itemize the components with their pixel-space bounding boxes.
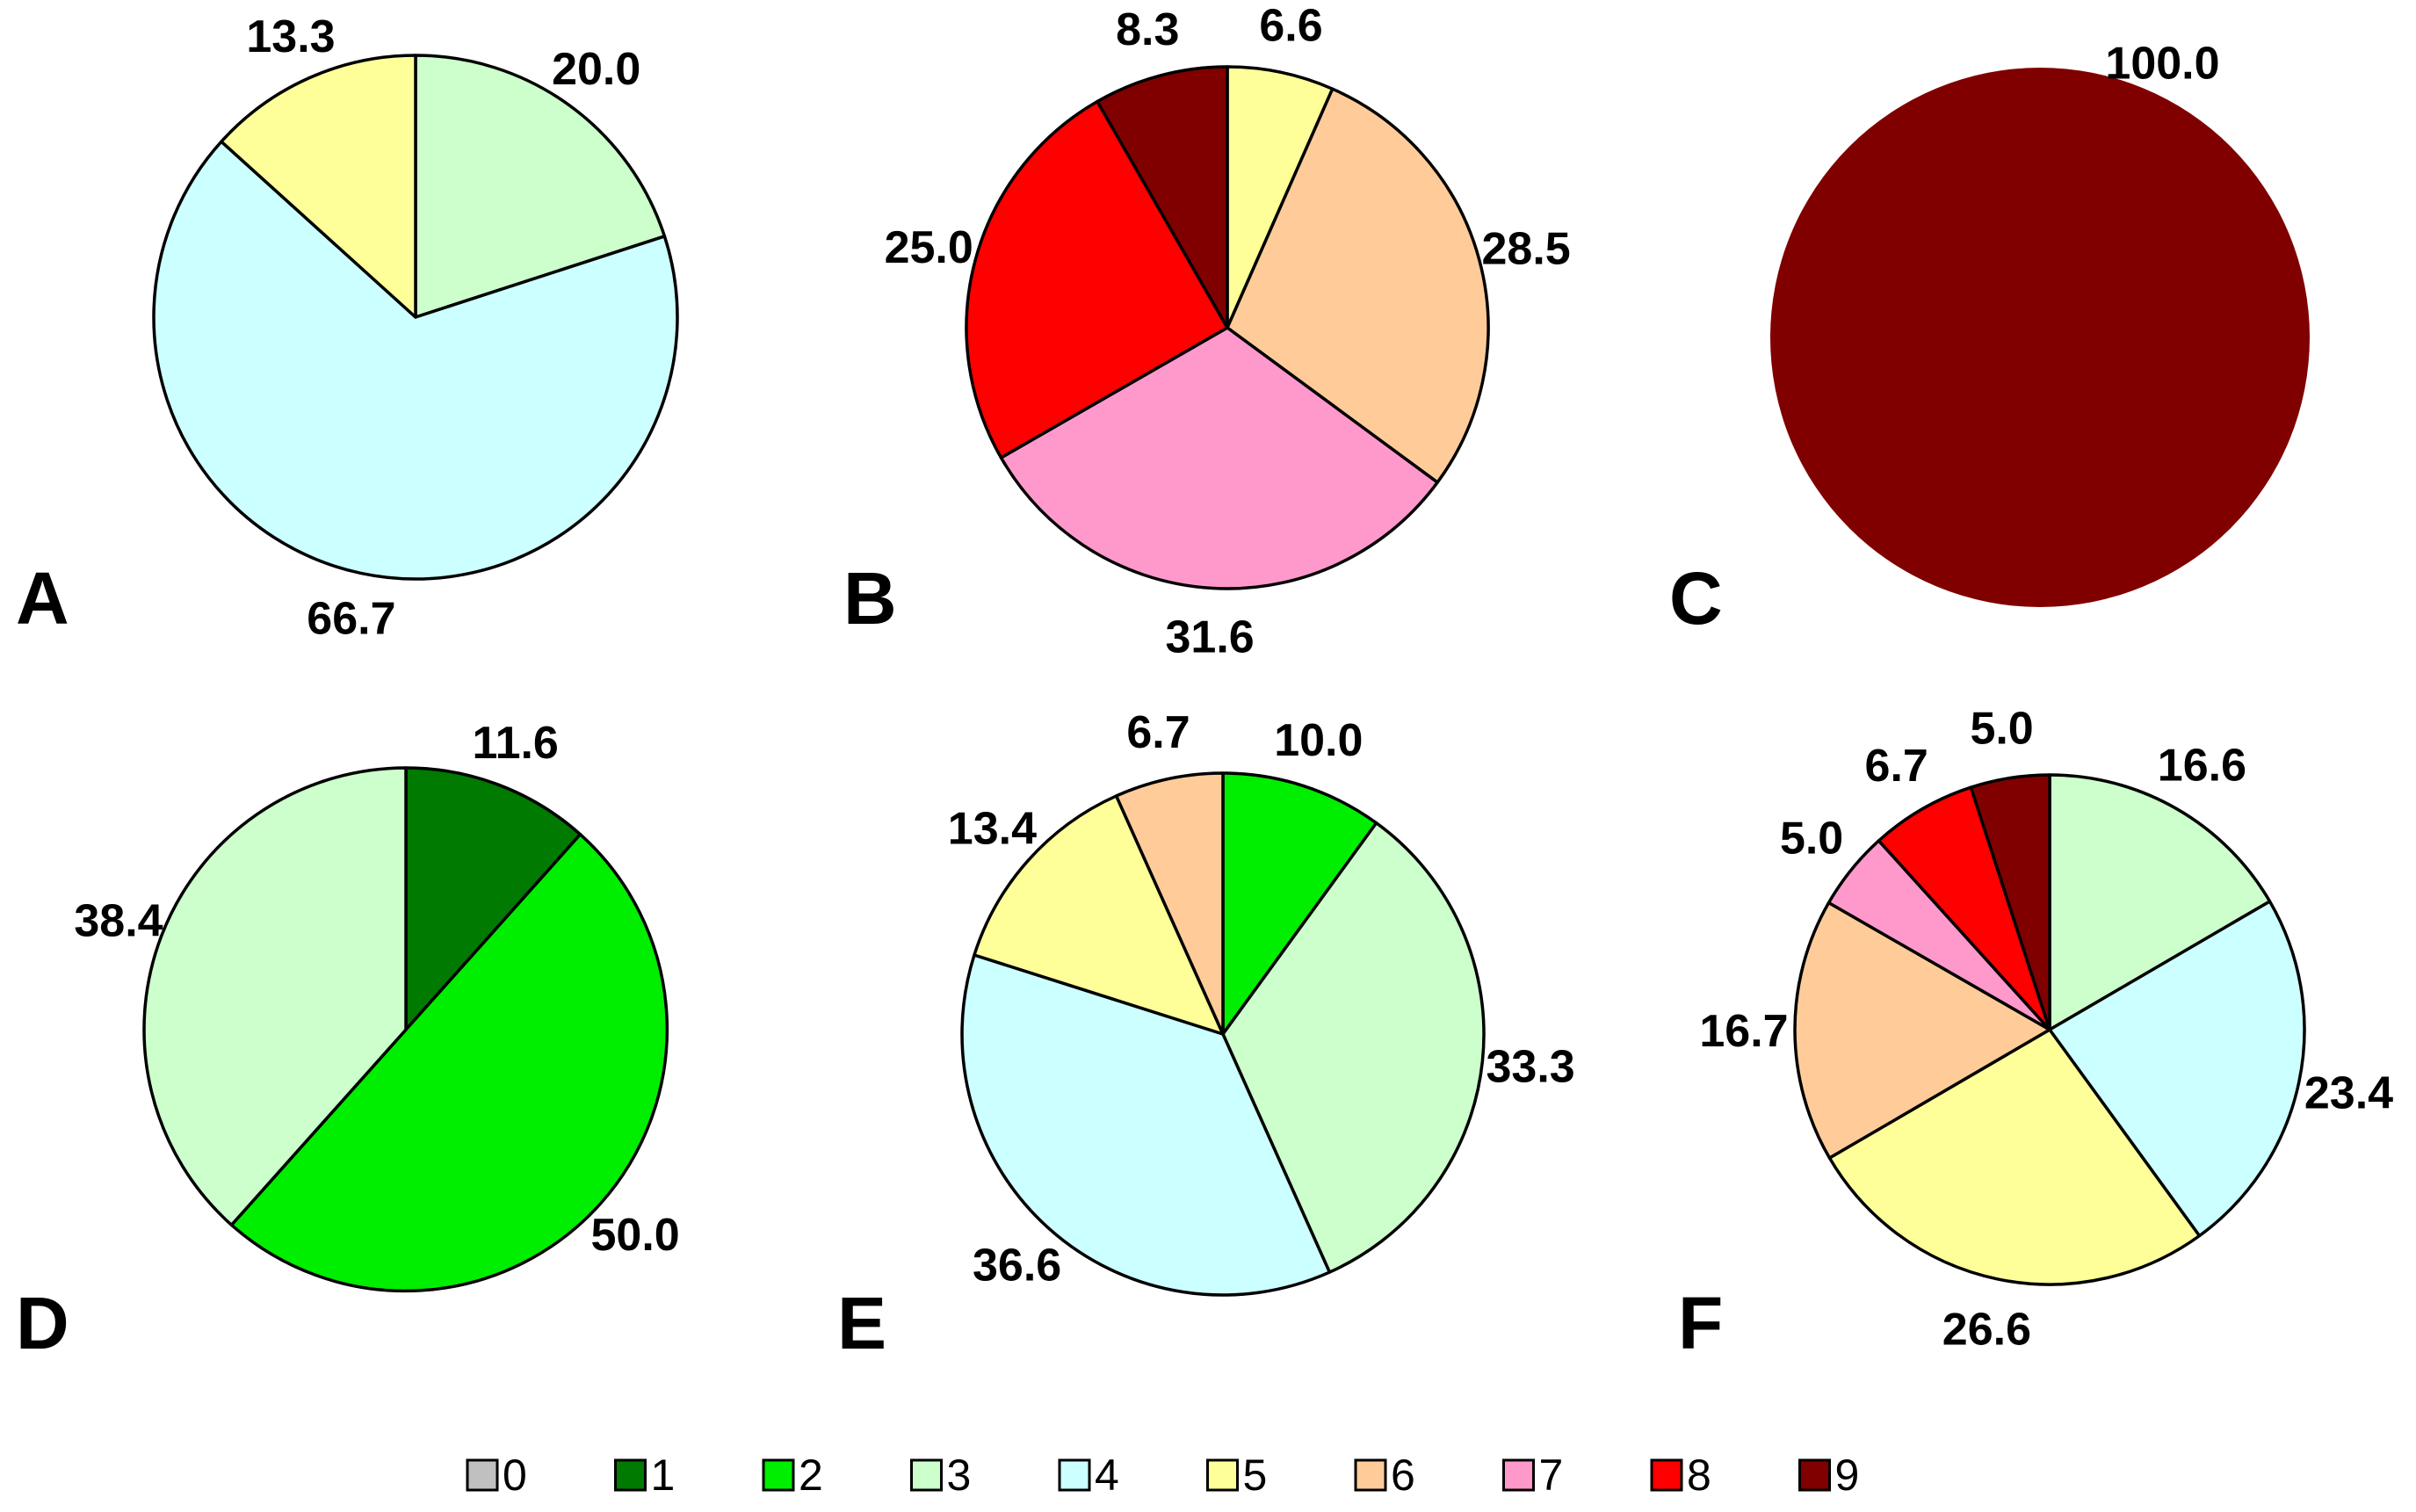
pie-slice-b-cat-8: [965, 99, 1229, 459]
value-label-f-3: 16.7: [1699, 1006, 1788, 1057]
pie-slice-f-cat-6: [1793, 901, 2051, 1160]
value-label-b-2: 31.6: [1165, 611, 1254, 662]
value-label-a-1: 66.7: [307, 593, 395, 644]
legend: 0 1 2 3 4 5 6 7 8 9: [466, 1451, 1860, 1500]
legend-swatch-3: [910, 1458, 943, 1492]
value-label-e-2: 36.6: [973, 1241, 1061, 1291]
pie-slice-e-cat-2: [1221, 771, 1378, 1036]
pie-slice-e-cat-5: [973, 794, 1225, 1036]
value-label-f-4: 5.0: [1780, 814, 1843, 865]
legend-swatch-8: [1650, 1458, 1683, 1492]
legend-label-6: 6: [1391, 1451, 1415, 1500]
legend-label-5: 5: [1243, 1451, 1268, 1500]
pie-slice-b-cat-9: [1096, 65, 1229, 329]
pie-panel-c: 100.0 C: [1669, 39, 2310, 640]
pie-slice-a-cat-5: [220, 54, 417, 319]
value-label-a-2: 13.3: [246, 11, 335, 62]
legend-swatch-7: [1502, 1458, 1535, 1492]
value-label-e-1: 33.3: [1486, 1041, 1574, 1092]
legend-swatch-2: [762, 1458, 795, 1492]
legend-label-7: 7: [1539, 1451, 1564, 1500]
legend-label-9: 9: [1835, 1451, 1860, 1500]
pie-slice-a-cat-3: [414, 54, 667, 319]
pie-panel-e: 10.0 33.3 36.6 13.4 6.7 E: [837, 707, 1575, 1364]
legend-swatch-4: [1058, 1458, 1091, 1492]
pie-slice-d-cat-3: [142, 766, 408, 1227]
pie-slice-e-cat-3: [1221, 821, 1486, 1274]
value-label-b-3: 25.0: [885, 222, 973, 273]
pie-slice-a-cat-4: [152, 140, 679, 581]
panel-letter-d: D: [16, 1282, 69, 1364]
value-label-f-6: 5.0: [1970, 703, 2033, 754]
pie-panel-b: 6.6 28.5 31.6 25.0 8.3 B: [843, 1, 1571, 663]
panel-letter-e: E: [837, 1282, 886, 1364]
pie-slice-d-cat-1: [404, 766, 582, 1031]
value-label-d-1: 50.0: [590, 1210, 679, 1261]
value-label-f-5: 6.7: [1865, 741, 1928, 792]
pie-slice-f-cat-4: [2048, 900, 2306, 1238]
pie-slice-b-cat-7: [999, 326, 1439, 590]
legend-swatch-5: [1206, 1458, 1239, 1492]
pie-slice-f-cat-3: [2048, 773, 2272, 1031]
pie-slice-c-cat-9: [1770, 68, 2310, 607]
value-label-e-4: 6.7: [1126, 707, 1190, 758]
pie-panel-a: 20.0 66.7 13.3 A: [16, 11, 679, 644]
legend-label-3: 3: [947, 1451, 972, 1500]
pie-panel-f: 16.6 23.4 26.6 16.7 5.0 6.7 5.0 F: [1678, 703, 2393, 1364]
panel-letter-c: C: [1669, 557, 1723, 640]
panel-letter-f: F: [1678, 1282, 1723, 1364]
value-label-f-1: 23.4: [2304, 1068, 2393, 1119]
value-label-d-2: 38.4: [74, 895, 163, 946]
legend-label-8: 8: [1687, 1451, 1711, 1500]
pie-panel-d: 11.6 50.0 38.4 D: [16, 718, 680, 1364]
value-label-b-0: 6.6: [1259, 1, 1322, 52]
value-label-d-0: 11.6: [473, 718, 559, 769]
value-label-e-3: 13.4: [948, 804, 1037, 855]
legend-swatch-6: [1354, 1458, 1387, 1492]
legend-label-1: 1: [651, 1451, 676, 1500]
panel-letter-a: A: [16, 557, 69, 640]
panel-letter-b: B: [843, 557, 897, 640]
pie-slice-b-cat-6: [1226, 87, 1490, 484]
value-label-c-0: 100.0: [2105, 39, 2219, 90]
value-label-b-1: 28.5: [1481, 223, 1570, 274]
value-label-f-0: 16.6: [2158, 740, 2246, 791]
legend-label-4: 4: [1095, 1451, 1119, 1500]
pie-slice-f-cat-9: [1969, 773, 2051, 1031]
pie-slice-e-cat-6: [1114, 771, 1225, 1036]
pie-slice-d-cat-2: [229, 832, 669, 1293]
pie-slice-e-cat-4: [960, 953, 1332, 1297]
value-label-f-2: 26.6: [1942, 1305, 2031, 1356]
value-label-a-0: 20.0: [552, 44, 640, 95]
legend-swatch-0: [466, 1458, 499, 1492]
value-label-e-0: 10.0: [1274, 715, 1363, 766]
legend-swatch-9: [1798, 1458, 1831, 1492]
value-label-b-4: 8.3: [1116, 4, 1179, 55]
pie-slice-f-cat-5: [1827, 1028, 2202, 1286]
pie-slice-b-cat-5: [1226, 65, 1335, 329]
legend-label-2: 2: [799, 1451, 823, 1500]
legend-swatch-1: [614, 1458, 647, 1492]
legend-label-0: 0: [503, 1451, 527, 1500]
pie-slice-f-cat-8: [1877, 785, 2051, 1031]
